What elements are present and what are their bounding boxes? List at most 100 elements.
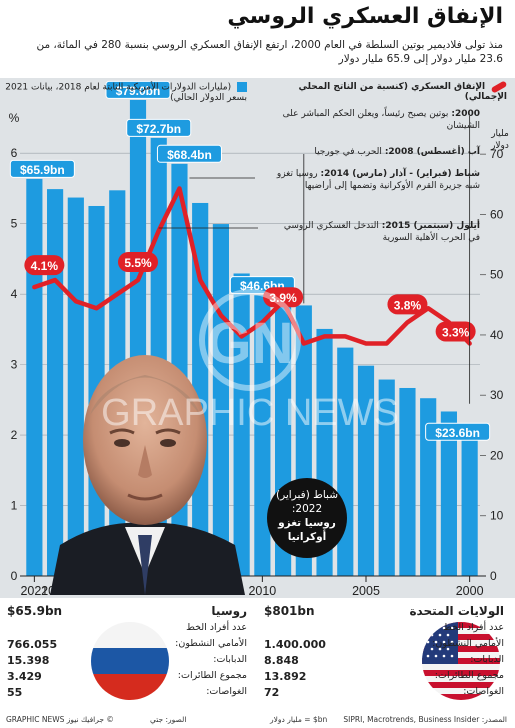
right-axis-tick-label: 0 (490, 569, 497, 583)
bar-2011 (233, 273, 250, 576)
bar-2000 (461, 433, 478, 576)
footer-unit-note: bn$ = مليار دولار (270, 715, 328, 724)
left-axis-tick-label: 2 (11, 428, 18, 442)
usa-stat-label-0: عدد أفراد الخط (443, 622, 504, 633)
usa-panel: $801bn الولايات المتحدة (262, 600, 512, 710)
bar-value-label-bg (9, 159, 75, 178)
bar-2005 (357, 365, 375, 576)
gdp-percentage-line (32, 186, 472, 346)
badge-line-1: شباط (فبراير) (275, 489, 339, 501)
badge-line-3: روسيا تغزو (278, 517, 336, 529)
russia-stat-label-4: الغواصات: (206, 686, 247, 697)
comparison-section: $65.9bn روسيا عدد أفراد الخط الأمامي الن… (0, 600, 515, 728)
left-axis-unit: % (9, 111, 20, 125)
footer-source: المصدر: SIPRI, Macrotrends, Business Ins… (343, 715, 507, 724)
left-axis-tick-label: 0 (11, 569, 18, 583)
bar-value-label: $72.7bn (136, 122, 181, 136)
badge-line-4: أوكرانيا (287, 531, 327, 543)
bar-value-label: $65.9bn (20, 163, 65, 177)
event-2008: آب (أغسطس) 2008: الحرب في جورجيا (270, 146, 480, 158)
left-axis-tick-label: 4 (11, 287, 18, 301)
left-axis-tick-label: 3 (11, 358, 18, 372)
line-value-label-bg (387, 294, 428, 315)
invasion-2022-badge: شباط (فبراير) 2022: روسيا تغزو أوكرانيا (267, 478, 347, 558)
line-value-label-bg (263, 287, 304, 308)
right-axis-tick-label: 10 (490, 509, 504, 523)
russia-stat-label-3: مجموع الطائرات: (177, 670, 247, 681)
left-axis-tick-label: 5 (11, 217, 18, 231)
bar-2001 (440, 411, 457, 576)
russia-panel: $65.9bn روسيا عدد أفراد الخط الأمامي الن… (5, 600, 255, 710)
event-2015-text: التدخل العسكري الروسي في الحرب الأهلية ا… (283, 221, 480, 243)
russia-stat-value-4: 55 (7, 686, 23, 699)
bar-2004 (378, 379, 395, 576)
bar-2021 (26, 178, 43, 576)
line-value-label: 5.5% (124, 256, 152, 270)
usa-spend: $801bn (264, 604, 315, 618)
line-value-label-bg (118, 252, 158, 273)
bar-value-label: $68.4bn (167, 148, 212, 162)
bar-2003 (399, 387, 416, 576)
badge-line-2: 2022: (291, 503, 323, 515)
right-axis-tick-label: 60 (490, 207, 504, 221)
usa-name: الولايات المتحدة (409, 604, 504, 618)
legend-bar-label: (مليارات الدولارات الأمريكية الثابتة لعا… (5, 82, 247, 103)
bar-swatch-icon (237, 82, 247, 92)
usa-stat-label-4: الغواصات: (463, 686, 504, 697)
bar-2019 (67, 197, 84, 576)
x-axis-tick-label: 2000 (456, 584, 484, 598)
usa-stat-value-4: 72 (264, 686, 280, 699)
event-2000-date: 2000: (451, 109, 480, 119)
event-2014-text: روسيا تغزو شبه جزيرة القرم الأوكرانية وت… (276, 169, 480, 191)
putin-portrait-photo (50, 355, 245, 595)
event-2008-text: الحرب في جورجيا (314, 147, 382, 157)
bar-value-label-bg (425, 422, 491, 441)
x-axis-tick-label: 2005 (352, 584, 380, 598)
page-subtitle: منذ تولى فلاديمير بوتين السلطة في العام … (36, 39, 503, 65)
line-value-label-bg (24, 255, 65, 276)
legend-line-label: الإنفاق العسكري (كنسبة من الناتج المحلي … (298, 82, 507, 102)
right-axis-tick-label: 50 (490, 268, 504, 282)
russia-name: روسيا (211, 604, 247, 618)
bar-value-label-bg (126, 118, 192, 137)
footer-copyright: © جرافيك نيوز GRAPHIC NEWS (6, 715, 114, 724)
event-2008-date: آب (أغسطس) 2008: (384, 147, 480, 157)
russia-spend: $65.9bn (7, 604, 63, 618)
x-axis-tick-label: 2021 (20, 584, 48, 598)
bar-value-label: $23.6bn (435, 426, 480, 440)
russia-stat-value-2: 15.398 (7, 654, 50, 667)
russia-stat-value-1: 766.055 (7, 638, 58, 651)
event-2000-text: بوتين يصبح رئيساً، ويعلن الحكم المباشر ع… (282, 109, 480, 131)
line-value-label: 3.9% (269, 291, 297, 305)
left-axis-tick-label: 6 (11, 146, 18, 160)
event-2015: أيلول (سبتمبر) 2015: التدخل العسكري الرو… (270, 220, 480, 244)
russia-flag-icon (91, 622, 169, 700)
usa-flag-icon (422, 622, 500, 700)
line-value-label: 3.3% (442, 325, 470, 339)
usa-stat-value-3: 13.892 (264, 670, 307, 683)
event-2015-date: أيلول (سبتمبر) 2015: (381, 221, 480, 231)
header: الإنفاق العسكري الروسي منذ تولى فلاديمير… (0, 0, 515, 80)
bar-2010 (254, 295, 271, 576)
right-axis-unit-1: مليار (490, 129, 509, 139)
bar-value-label-bg (156, 144, 222, 163)
right-axis-tick-label: 20 (490, 448, 504, 462)
right-axis-tick-label: 70 (490, 147, 504, 161)
event-2014: شباط (فبراير) - آذار (مارس) 2014: روسيا … (270, 168, 480, 192)
usa-stat-label-2: الدبابات: (470, 654, 504, 665)
russia-stat-label-0: عدد أفراد الخط (186, 622, 247, 633)
russia-stat-label-2: الدبابات: (213, 654, 247, 665)
right-axis-tick-label: 30 (490, 388, 504, 402)
right-axis-tick-label: 40 (490, 328, 504, 342)
footer: المصدر: SIPRI, Macrotrends, Business Ins… (0, 712, 515, 728)
usa-stat-value-1: 1.400.000 (264, 638, 326, 651)
right-axis-unit-2: دولار (490, 141, 509, 151)
legend-bar-series: (مليارات الدولارات الأمريكية الثابتة لعا… (2, 82, 247, 103)
line-value-label: 3.8% (394, 298, 422, 312)
event-2000: 2000: بوتين يصبح رئيساً، ويعلن الحكم الم… (270, 108, 480, 132)
bar-2002 (420, 398, 437, 576)
usa-stat-label-3: مجموع الطائرات: (434, 670, 504, 681)
russia-stat-label-1: الأمامي النشطون: (175, 638, 247, 649)
left-axis-tick-label: 1 (11, 499, 18, 513)
legend-line-series: الإنفاق العسكري (كنسبة من الناتج المحلي … (277, 79, 508, 102)
